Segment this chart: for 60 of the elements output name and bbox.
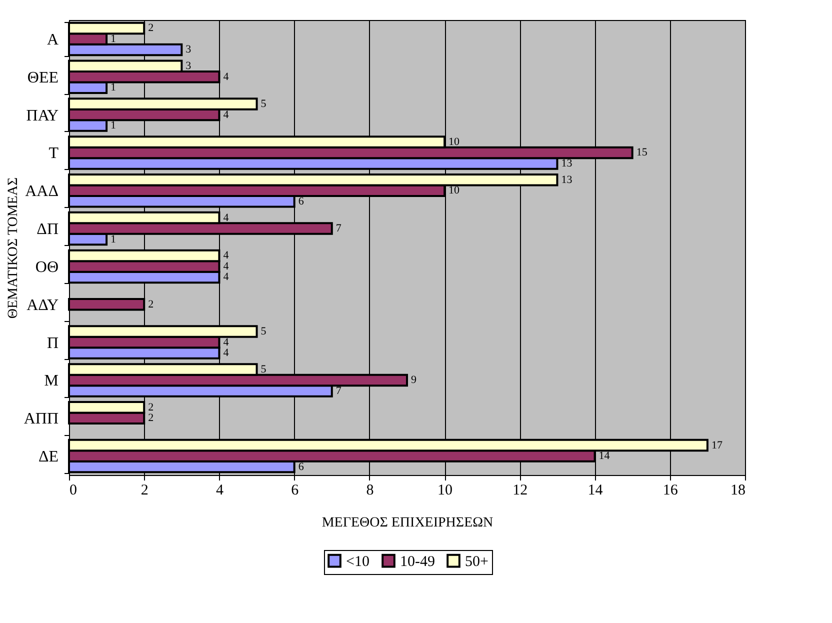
data-label: 5 — [260, 326, 267, 338]
data-label: 4 — [223, 70, 230, 83]
y-tick-label: ΑΠΠ — [24, 410, 59, 428]
x-tick-label: 12 — [512, 482, 528, 498]
data-label: 10 — [448, 136, 460, 148]
legend-label: 10-49 — [400, 554, 435, 570]
y-tick-label: ΔΕ — [38, 448, 58, 466]
data-label: 4 — [223, 271, 230, 284]
y-tick-label: Α — [46, 31, 59, 48]
data-label: 4 — [223, 250, 230, 262]
data-label: 17 — [711, 439, 723, 452]
y-tick-label: ΔΠ — [36, 221, 59, 238]
data-label: 1 — [110, 120, 116, 132]
data-label: 6 — [298, 460, 304, 473]
y-tick-label: Τ — [48, 145, 59, 162]
y-tick-label: Π — [46, 334, 59, 352]
data-label: 3 — [186, 44, 192, 56]
y-tick-label: ΠΑΥ — [26, 107, 59, 124]
data-label: 4 — [223, 336, 230, 348]
data-label: 9 — [411, 374, 417, 386]
data-label: 7 — [336, 222, 342, 235]
legend-label: <10 — [346, 554, 370, 570]
data-label: 13 — [561, 157, 573, 170]
data-label: 1 — [110, 233, 116, 246]
y-axis-title: ΘΕΜΑΤΙΚΟΣ ΤΟΜΕΑΣ — [6, 177, 21, 319]
data-label: 2 — [148, 401, 154, 414]
data-label: 4 — [223, 212, 230, 224]
data-label: 4 — [223, 108, 230, 121]
data-label: 7 — [336, 384, 342, 397]
data-label: 10 — [448, 184, 460, 197]
x-tick-label: 16 — [662, 482, 678, 498]
y-tick-label: ΟΘ — [35, 258, 58, 276]
y-tick-label: ΘΕΕ — [27, 69, 58, 86]
data-label: 3 — [186, 60, 192, 72]
x-tick-label: 0 — [70, 482, 77, 498]
data-label: 2 — [148, 412, 154, 424]
data-label: 6 — [298, 195, 304, 208]
x-tick-label: 14 — [588, 482, 604, 498]
data-label: 4 — [223, 260, 230, 272]
y-tick-label: Μ — [44, 372, 58, 390]
data-label: 4 — [223, 347, 230, 360]
x-tick-label: 4 — [216, 482, 224, 498]
y-tick-label: ΑΔΥ — [26, 296, 59, 314]
data-label: 5 — [260, 363, 267, 376]
data-label: 5 — [260, 98, 267, 110]
data-label: 1 — [110, 32, 116, 45]
data-label: 15 — [636, 146, 648, 159]
x-tick-label: 2 — [140, 482, 148, 498]
x-tick-label: 6 — [291, 482, 300, 498]
data-label: 14 — [598, 450, 610, 462]
data-label: 1 — [110, 82, 116, 94]
data-label: 13 — [561, 174, 573, 186]
data-label: 2 — [148, 22, 154, 34]
y-tick-label: ΑΑΔ — [25, 183, 58, 200]
data-label: 2 — [148, 298, 154, 310]
x-tick-label: 8 — [366, 482, 374, 498]
x-axis-title: ΜΕΓΕΘΟΣ ΕΠΙΧΕΙΡΗΣΕΩΝ — [322, 516, 494, 530]
x-tick-label: 18 — [730, 482, 746, 498]
x-tick-label: 10 — [438, 482, 453, 498]
legend-label: 50+ — [465, 554, 488, 570]
